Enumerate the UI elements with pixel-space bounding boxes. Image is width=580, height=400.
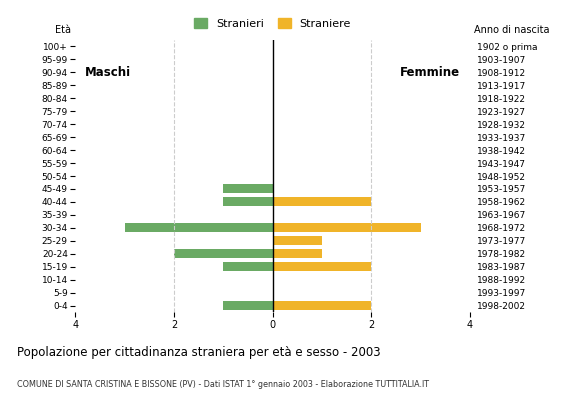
Bar <box>273 197 371 206</box>
Bar <box>223 262 273 271</box>
Bar <box>223 197 273 206</box>
Text: Età: Età <box>56 24 71 34</box>
Bar <box>125 223 273 232</box>
Legend: Stranieri, Straniere: Stranieri, Straniere <box>194 18 351 29</box>
Bar <box>223 301 273 310</box>
Bar <box>223 184 273 194</box>
Text: Anno di nascita: Anno di nascita <box>474 24 549 34</box>
Bar <box>174 249 273 258</box>
Text: Popolazione per cittadinanza straniera per età e sesso - 2003: Popolazione per cittadinanza straniera p… <box>17 346 381 359</box>
Text: COMUNE DI SANTA CRISTINA E BISSONE (PV) - Dati ISTAT 1° gennaio 2003 - Elaborazi: COMUNE DI SANTA CRISTINA E BISSONE (PV) … <box>17 380 429 389</box>
Bar <box>273 262 371 271</box>
Text: Femmine: Femmine <box>400 66 460 79</box>
Bar <box>273 236 322 245</box>
Bar <box>273 301 371 310</box>
Text: Maschi: Maschi <box>85 66 132 79</box>
Bar <box>273 249 322 258</box>
Bar <box>273 223 420 232</box>
